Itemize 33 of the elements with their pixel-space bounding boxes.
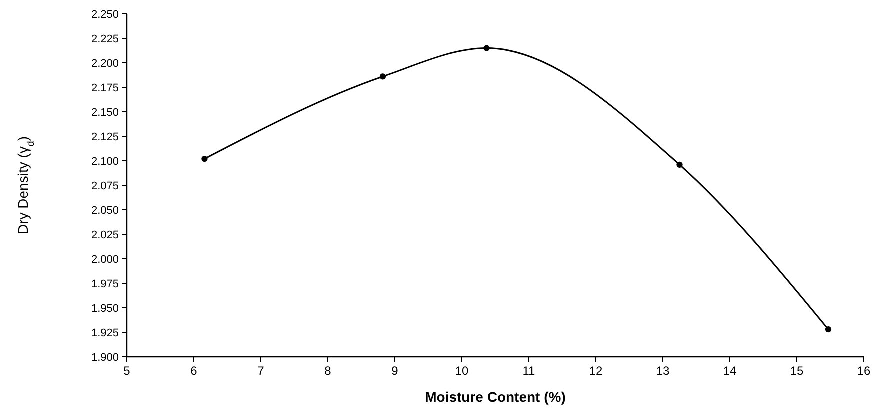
y-tick-label: 2.225: [91, 33, 119, 46]
y-tick-label: 2.050: [91, 204, 119, 217]
y-tick-label: 1.900: [91, 352, 119, 364]
y-tick-label: 2.250: [91, 8, 119, 21]
x-tick-label: 7: [258, 364, 265, 378]
point: [825, 326, 832, 333]
x-tick-label: 5: [124, 364, 131, 378]
x-tick-label: 12: [589, 364, 603, 378]
point: [676, 162, 683, 168]
x-tick-label: 8: [324, 364, 332, 378]
point: [380, 74, 386, 80]
x-tick-label: 14: [723, 364, 737, 378]
x-tick-label: 6: [190, 364, 198, 378]
y-tick-label: 2.125: [91, 131, 119, 144]
y-tick-label: 2.150: [91, 106, 119, 119]
x-tick-label: 11: [522, 364, 536, 378]
point: [484, 45, 490, 52]
y-tick-label: 2.175: [91, 82, 119, 94]
y-tick-label: 1.950: [91, 302, 119, 315]
y-tick-label: 1.975: [91, 278, 119, 290]
x-tick-label: 9: [392, 364, 399, 378]
y-tick-label: 1.925: [91, 327, 119, 340]
x-tick-label: 13: [656, 364, 670, 378]
x-axis-title: Moisture Content (%): [425, 389, 566, 405]
x-tick-label: 10: [455, 364, 469, 378]
y-tick-label: 2.075: [91, 180, 119, 192]
x-tick-label: 15: [790, 364, 804, 378]
y-tick-label: 2.200: [91, 58, 119, 70]
point: [202, 156, 208, 162]
x-tick-label: 16: [857, 364, 871, 378]
y-tick-label: 2.000: [91, 254, 119, 266]
y-tick-label: 2.025: [91, 229, 119, 242]
y-tick-label: 2.100: [91, 156, 119, 168]
